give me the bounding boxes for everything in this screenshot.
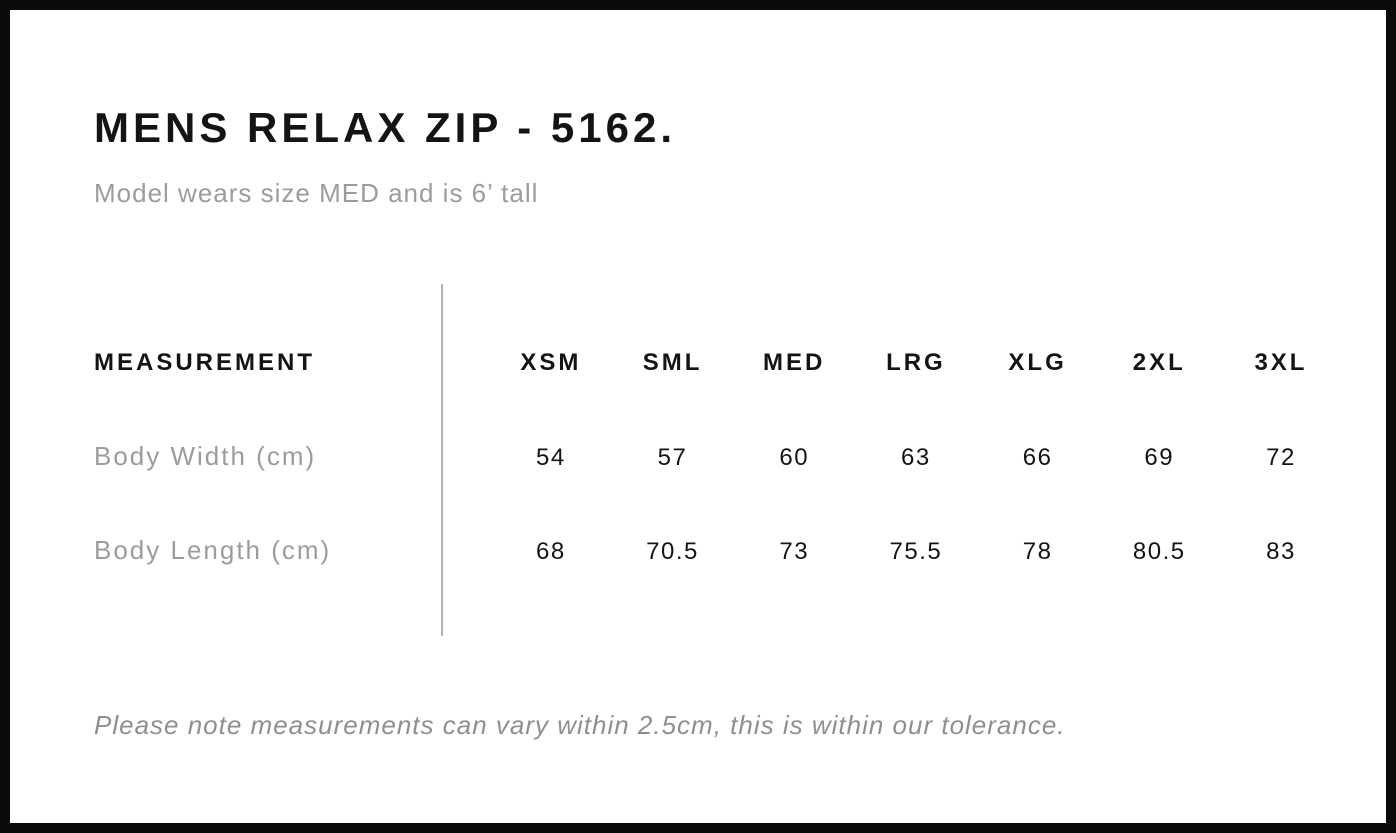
size-header-3xl: 3XL	[1254, 349, 1308, 376]
body-width-value-med: 60	[779, 444, 810, 471]
body-length-value-sml: 70.5	[646, 538, 699, 565]
body-length-label: Body Length (cm)	[94, 535, 332, 565]
model-size-subtitle: Model wears size MED and is 6’ tall	[94, 178, 539, 208]
size-header-med: MED	[763, 349, 826, 376]
body-width-row: Body Width (cm) 54 57 60 63 66 69 72	[94, 443, 1342, 470]
tolerance-note: Please note measurements can vary within…	[94, 710, 1066, 740]
body-width-value-xlg: 66	[1022, 444, 1053, 471]
body-length-value-3xl: 83	[1266, 538, 1296, 565]
body-width-value-lrg: 63	[901, 444, 931, 471]
body-length-value-xsm: 68	[535, 538, 566, 565]
size-header-sml: SML	[642, 349, 703, 376]
body-length-value-lrg: 75.5	[889, 538, 943, 565]
body-length-value-xlg: 78	[1022, 538, 1053, 565]
size-header-lrg: LRG	[886, 349, 946, 376]
size-header-xlg: XLG	[1008, 349, 1067, 376]
size-header-2xl: 2XL	[1132, 349, 1186, 376]
size-header-xsm: XSM	[520, 349, 582, 376]
table-vertical-divider	[441, 284, 443, 636]
body-length-row: Body Length (cm) 68 70.5 73 75.5 78 80.5…	[94, 537, 1342, 564]
size-table-header-row: MEASUREMENT XSM SML MED LRG XLG 2XL 3XL	[94, 351, 1342, 375]
body-width-value-xsm: 54	[535, 444, 566, 471]
body-width-value-sml: 57	[657, 444, 688, 471]
body-length-value-2xl: 80.5	[1132, 538, 1186, 565]
body-width-value-2xl: 69	[1144, 444, 1175, 471]
body-width-value-3xl: 72	[1266, 444, 1296, 471]
body-width-label: Body Width (cm)	[94, 441, 317, 471]
page-title: MENS RELAX ZIP - 5162.	[94, 104, 677, 151]
body-length-value-med: 73	[779, 538, 810, 565]
measurement-column-header: MEASUREMENT	[94, 349, 316, 376]
